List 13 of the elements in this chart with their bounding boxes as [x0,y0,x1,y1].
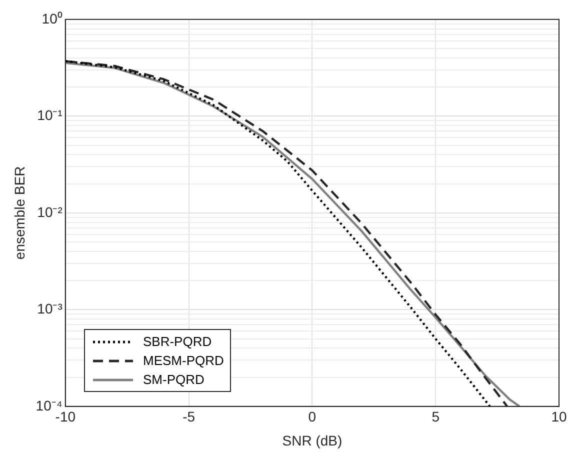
x-tick-label: -5 [182,408,196,425]
y-tick-label: 10⁻³ [37,300,63,317]
y-axis-title: ensemble BER [11,166,28,260]
x-tick-label: 0 [308,408,316,425]
legend-label: MESM-PQRD [143,352,224,370]
y-tick-label: 10⁰ [42,10,62,26]
x-tick-label: 10 [551,408,567,425]
x-tick-label: 5 [432,408,440,425]
legend-label: SM-PQRD [143,371,204,389]
y-tick-label: 10⁻¹ [37,107,63,124]
legend-label: SBR-PQRD [143,333,212,351]
y-tick-label: 10⁻² [37,204,63,220]
x-axis-title: SNR (dB) [282,432,342,448]
